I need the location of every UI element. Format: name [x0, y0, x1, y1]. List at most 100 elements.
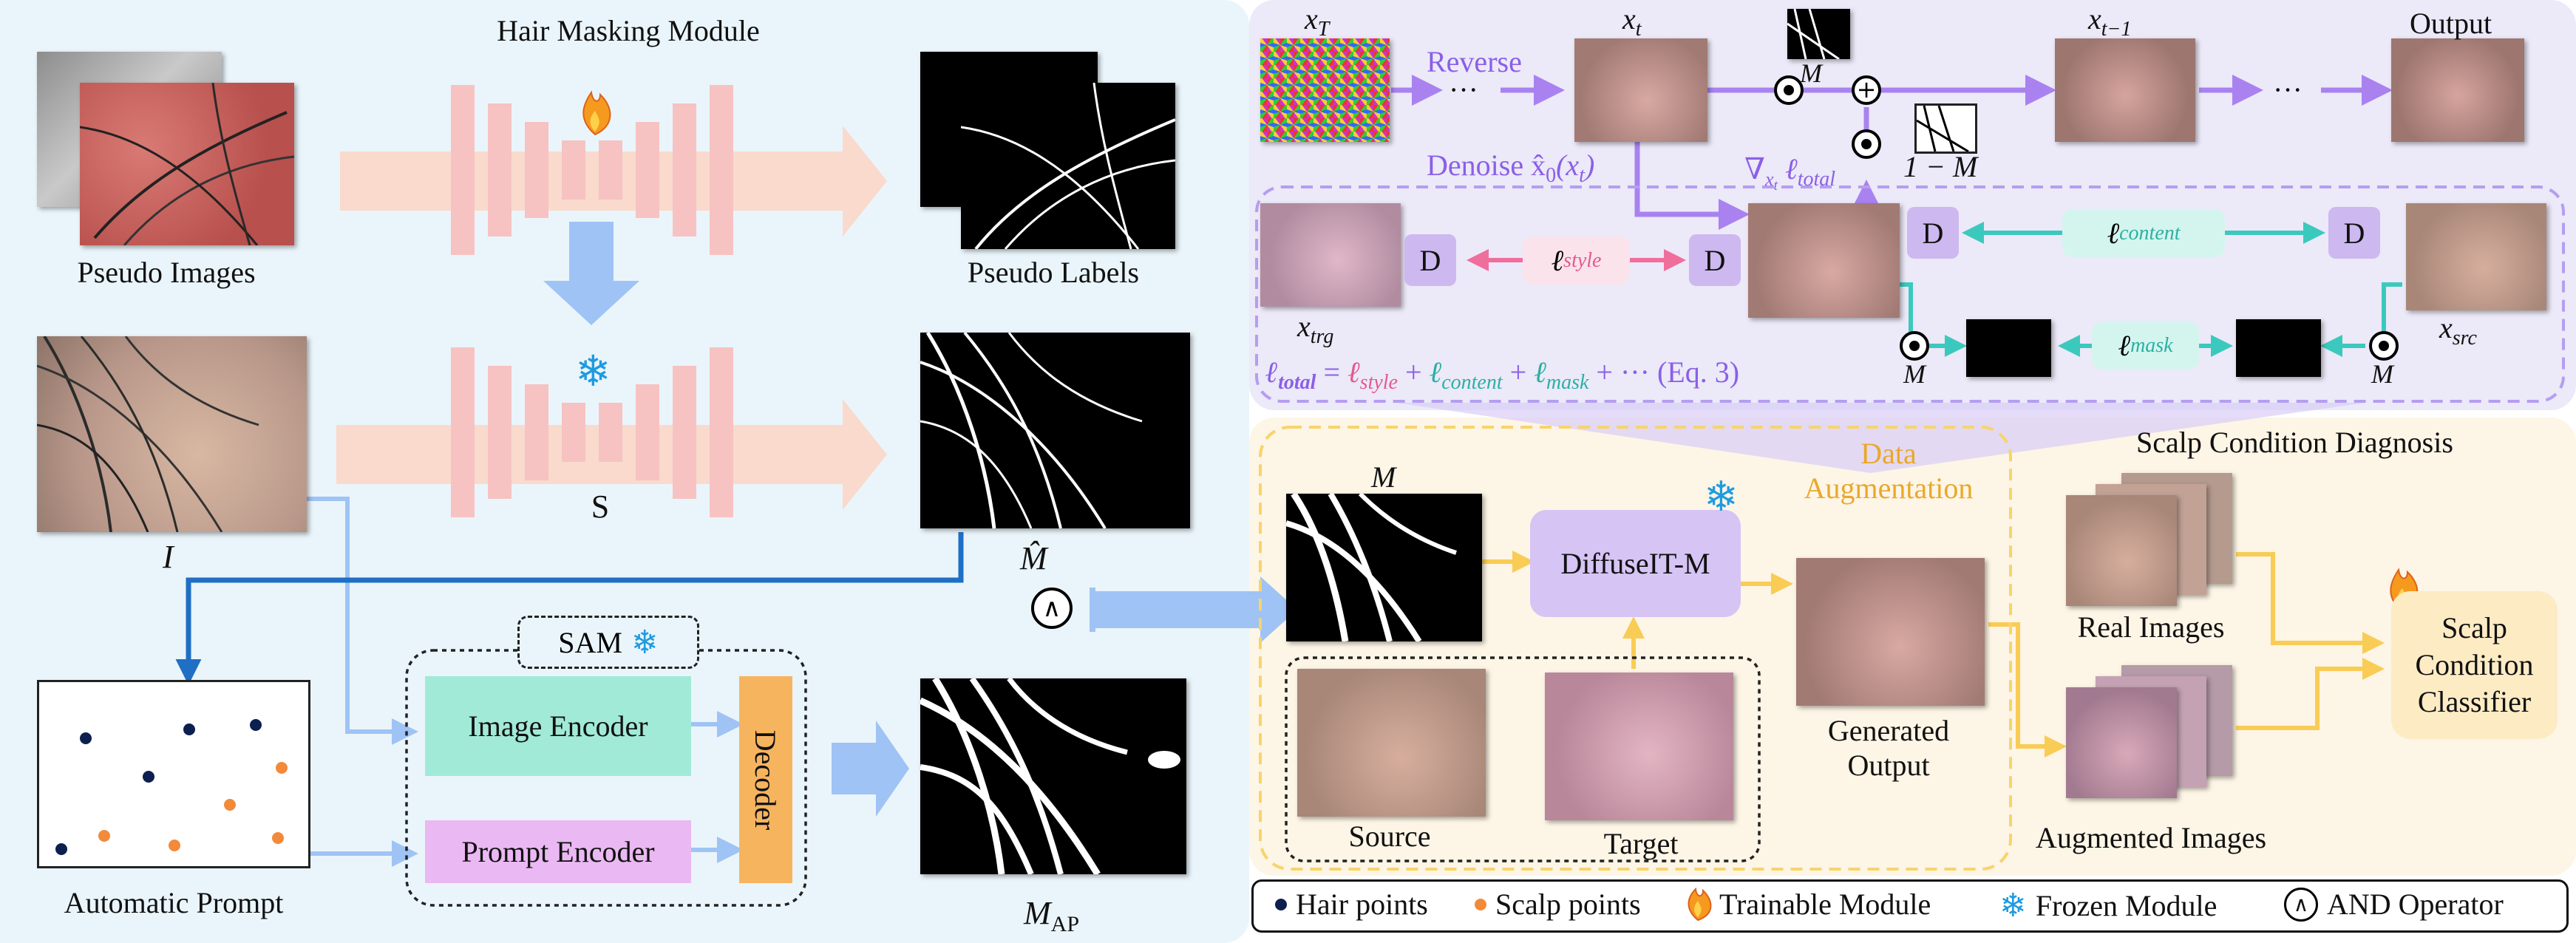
decoder-label: Decoder — [749, 729, 784, 829]
generated-output-label: Generated Output — [1828, 713, 1949, 783]
m-label-right: M — [2371, 358, 2393, 389]
sam-tag: SAM ❄ — [517, 616, 699, 669]
data-augmentation-label: Data Augmentation — [1804, 436, 1974, 505]
aug-image-front — [2066, 687, 2177, 798]
legend-trainable: Trainable Module — [1685, 887, 1931, 922]
diffuseit-m-label: DiffuseIT-M — [1560, 546, 1710, 581]
legend-hair-points: Hair points — [1275, 887, 1428, 922]
pseudo-hair-strokes — [80, 83, 294, 245]
xt-image — [1574, 38, 1707, 142]
real-to-classifier — [2236, 554, 2380, 643]
x-src-label: xsrc — [2439, 310, 2477, 350]
hair-point — [143, 771, 154, 783]
augmented-images-label: Augmented Images — [2036, 820, 2266, 855]
and-operator-node: ∧ — [1031, 588, 1073, 629]
mask-loss-pill: ℓ mask — [2092, 321, 2199, 370]
m-label-left: M — [1903, 358, 1926, 389]
arrow-xt-denoise — [1637, 140, 1744, 214]
scalp-point — [98, 830, 110, 842]
output-to-augmented — [1988, 624, 2062, 746]
dots-2: ··· — [2273, 72, 2303, 107]
output-image — [2391, 38, 2524, 142]
target-label: Target — [1604, 826, 1679, 861]
multiply-op-mask-left — [1900, 331, 1929, 361]
multiply-op-mask-right — [2369, 331, 2399, 361]
plus-op: + — [1852, 75, 1881, 105]
segmenter-label: S — [591, 488, 609, 525]
feature-extractor-d3: D — [1907, 207, 1959, 259]
masked-source-thumb — [2236, 319, 2321, 377]
hair-point — [183, 724, 195, 735]
sam-mask-output — [920, 678, 1186, 874]
and-symbol: ∧ — [1043, 593, 1061, 623]
one-minus-m-label: 1 − M — [1903, 149, 1977, 184]
hair-masking-title: Hair Masking Module — [497, 13, 760, 48]
aug-to-classifier — [2236, 669, 2380, 728]
scalp-point — [224, 799, 236, 811]
scalp-point-icon — [1475, 899, 1486, 910]
real-image-front — [2066, 495, 2177, 606]
decoder-block: Decoder — [739, 676, 792, 883]
automatic-prompt-canvas — [37, 680, 310, 868]
multiply-op-top — [1774, 75, 1804, 105]
inverse-mask-thumb — [1914, 103, 1977, 154]
mask-branch-left — [1900, 285, 1911, 333]
and-to-diffuse-arrow — [1092, 576, 1297, 643]
hair-point — [250, 719, 262, 731]
real-images-label: Real Images — [2078, 610, 2225, 644]
source-image — [1297, 669, 1486, 817]
snowflake-icon-unet: ❄ — [575, 346, 611, 396]
mask-branch-right — [2384, 285, 2402, 333]
x-trg-label: xtrg — [1297, 309, 1333, 349]
source-image-xsrc — [2406, 203, 2546, 310]
mask-hat-label: M̂ — [1020, 539, 1047, 577]
sam-label: SAM — [558, 625, 622, 660]
snowflake-icon-sam: ❄ — [631, 624, 659, 661]
diffuseit-m-block: DiffuseIT-M — [1530, 510, 1741, 617]
mask-thumb-top — [1787, 9, 1850, 59]
scalp-diagnosis-title: Scalp Condition Diagnosis — [2136, 425, 2453, 460]
scalp-classifier-block: Scalp Condition Classifier — [2391, 591, 2558, 739]
xt-minus-1-image — [2055, 38, 2195, 142]
image-encoder-block: Image Encoder — [425, 676, 691, 776]
target-style-image — [1260, 203, 1401, 307]
legend-scalp-points: Scalp points — [1475, 887, 1641, 922]
xT-label: xT — [1305, 1, 1329, 41]
style-loss-pill: ℓ style — [1523, 236, 1630, 285]
target-image — [1545, 673, 1733, 820]
content-loss-pill: ℓ content — [2062, 209, 2225, 257]
snowflake-icon: ❄ — [1999, 887, 2027, 925]
xt-label: xt — [1622, 1, 1642, 41]
total-loss-equation: ℓtotal = ℓstyle + ℓcontent + ℓmask + ···… — [1265, 355, 1739, 395]
snowflake-icon-diffuseit: ❄ — [1704, 473, 1739, 521]
hair-point — [80, 732, 92, 744]
pseudo-images-label: Pseudo Images — [77, 255, 255, 290]
feature-extractor-d2: D — [1689, 234, 1741, 286]
denoised-image — [1748, 203, 1900, 318]
multiply-op-mid — [1852, 129, 1881, 159]
prompt-encoder-label: Prompt Encoder — [461, 834, 654, 869]
feature-extractor-d1: D — [1404, 234, 1456, 286]
m-label-scalp: M — [1371, 460, 1396, 494]
m-label-top: M — [1800, 58, 1822, 89]
scalp-point — [276, 762, 288, 774]
scalp-point — [272, 832, 284, 844]
pseudo-image-front — [80, 83, 294, 245]
input-image — [37, 336, 307, 532]
automatic-prompt-label: Automatic Prompt — [64, 885, 284, 920]
scalp-mask-image — [1286, 494, 1482, 641]
hair-point — [55, 843, 67, 855]
prompt-encoder-block: Prompt Encoder — [425, 820, 691, 883]
generated-output-image — [1796, 558, 1985, 706]
denoise-label: Denoise x̂0(xt) — [1427, 148, 1594, 188]
output-label: Output — [2410, 6, 2492, 41]
pseudo-labels-label: Pseudo Labels — [968, 255, 1139, 290]
dots-1: ··· — [1449, 72, 1478, 107]
legend-and-operator: ∧ AND Operator — [2284, 887, 2504, 922]
fire-icon — [1685, 888, 1710, 922]
image-encoder-label: Image Encoder — [468, 709, 648, 743]
hair-point-icon — [1275, 899, 1287, 910]
feature-extractor-d4: D — [2328, 207, 2380, 259]
xt-minus-1-label: xt−1 — [2088, 1, 2131, 41]
input-image-label: I — [163, 538, 174, 576]
